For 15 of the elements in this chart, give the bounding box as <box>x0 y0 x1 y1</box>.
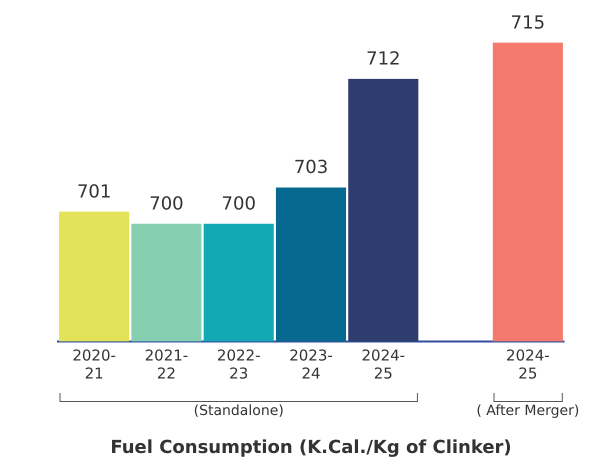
data-label: 700 <box>149 193 184 214</box>
x-tick-label: 2022-23 <box>216 346 261 382</box>
data-label: 715 <box>510 12 546 34</box>
text: Fuel Consumption (K.Cal./Kg of Clinker) <box>110 436 512 458</box>
data-label: 700 <box>222 193 256 214</box>
x-tick-label: 2024-25 <box>361 346 406 382</box>
data-label: 703 <box>294 157 328 178</box>
x-tick-label: 2020-21 <box>72 346 116 382</box>
x-tick-label: 2024-25 <box>506 346 550 382</box>
annotation: (Standalone) <box>194 403 284 420</box>
data-label: 701 <box>76 181 112 202</box>
data-label: 712 <box>366 48 400 70</box>
x-tick-label: 2023-24 <box>289 346 333 382</box>
annotation: ( After Merger) <box>476 403 580 420</box>
x-tick-label: 2021-22 <box>144 346 188 382</box>
